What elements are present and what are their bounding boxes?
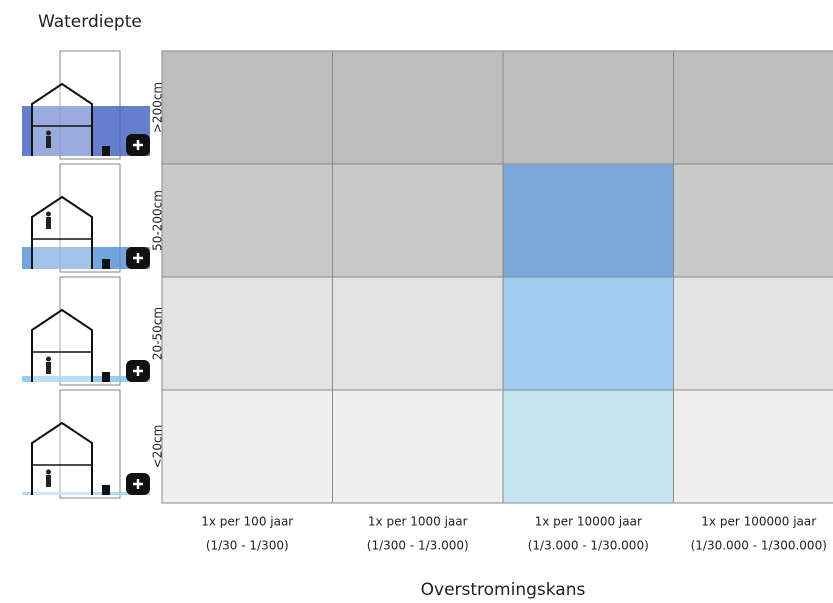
cell [502, 276, 674, 391]
row-illustration [22, 50, 150, 160]
cell [673, 50, 833, 165]
cell [502, 50, 674, 165]
row-label: 50-200cm [151, 190, 165, 251]
cell [161, 389, 333, 504]
cell [161, 276, 333, 391]
x-axis-title: Overstromingskans [421, 580, 586, 600]
cell [502, 389, 674, 504]
water [22, 247, 150, 269]
meter [102, 146, 110, 156]
house [31, 82, 93, 156]
ambulance-cross [133, 479, 143, 489]
house [31, 308, 93, 382]
building-frame [59, 163, 121, 273]
cell [161, 50, 333, 165]
column-label: 1x per 1000 jaar [368, 515, 468, 529]
cell [332, 163, 504, 278]
ambulance-cross [133, 366, 143, 376]
column-range: (1/30.000 - 1/300.000) [691, 539, 827, 553]
building-frame [59, 50, 121, 160]
water [22, 492, 150, 495]
person [46, 475, 51, 487]
ambulance-cross [133, 253, 143, 263]
person [46, 217, 51, 229]
column-label: 1x per 100000 jaar [701, 515, 816, 529]
person [46, 136, 51, 148]
cell [332, 276, 504, 391]
person [46, 362, 51, 374]
cell [332, 50, 504, 165]
meter [102, 259, 110, 269]
column-label: 1x per 10000 jaar [535, 515, 642, 529]
column-range: (1/300 - 1/3.000) [367, 539, 469, 553]
meter [102, 372, 110, 382]
row-illustration [22, 163, 150, 273]
house [31, 195, 93, 269]
building-frame [59, 389, 121, 499]
row-label: <20cm [151, 425, 165, 469]
row-illustration [22, 389, 150, 499]
title: Waterdiepte [38, 12, 142, 32]
cell [161, 163, 333, 278]
person-head [46, 130, 51, 136]
cell [332, 389, 504, 504]
cell [502, 163, 674, 278]
house [31, 421, 93, 495]
water [22, 376, 150, 382]
cell [673, 163, 833, 278]
cell [673, 389, 833, 504]
person-head [46, 356, 51, 362]
meter [102, 485, 110, 495]
row-label: 20-50cm [151, 307, 165, 360]
column-range: (1/3.000 - 1/30.000) [528, 539, 649, 553]
person-head [46, 469, 51, 475]
ambulance-cross [133, 140, 143, 150]
row-label: >200cm [151, 82, 165, 133]
cell [673, 276, 833, 391]
building-frame [59, 276, 121, 386]
column-label: 1x per 100 jaar [201, 515, 293, 529]
row-illustration [22, 276, 150, 386]
column-range: (1/30 - 1/300) [206, 539, 289, 553]
person-head [46, 211, 51, 217]
